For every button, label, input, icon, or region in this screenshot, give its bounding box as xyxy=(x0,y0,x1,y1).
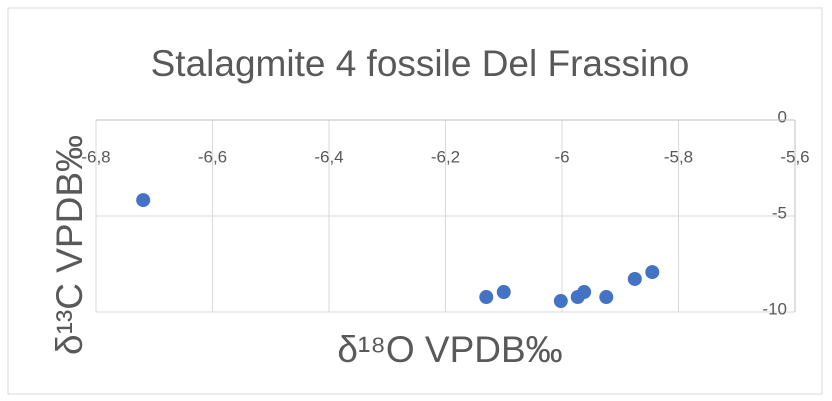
point xyxy=(136,193,151,208)
x-tick-label: -6,8 xyxy=(81,147,110,166)
x-tick-label: -6,4 xyxy=(314,147,343,166)
x-tick-label: -5,8 xyxy=(664,147,693,166)
point xyxy=(577,285,592,300)
y-axis-title: δ¹³C VPDB‰ xyxy=(49,135,90,355)
x-tick-label: -6 xyxy=(554,147,569,166)
x-tick-label: -6,2 xyxy=(431,147,460,166)
point xyxy=(553,294,568,309)
y-tick-label: 0 xyxy=(778,107,787,126)
y-tick-label: -10 xyxy=(762,299,787,318)
point xyxy=(645,265,660,280)
point xyxy=(627,271,642,286)
point xyxy=(599,290,614,305)
x-axis-title: δ¹⁸O VPDB‰ xyxy=(337,329,562,370)
y-tick-label: -5 xyxy=(772,203,787,222)
x-tick-label: -6,6 xyxy=(198,147,227,166)
point xyxy=(479,290,494,305)
chart-title: Stalagmite 4 fossile Del Frassino xyxy=(151,43,690,84)
point xyxy=(496,285,511,300)
